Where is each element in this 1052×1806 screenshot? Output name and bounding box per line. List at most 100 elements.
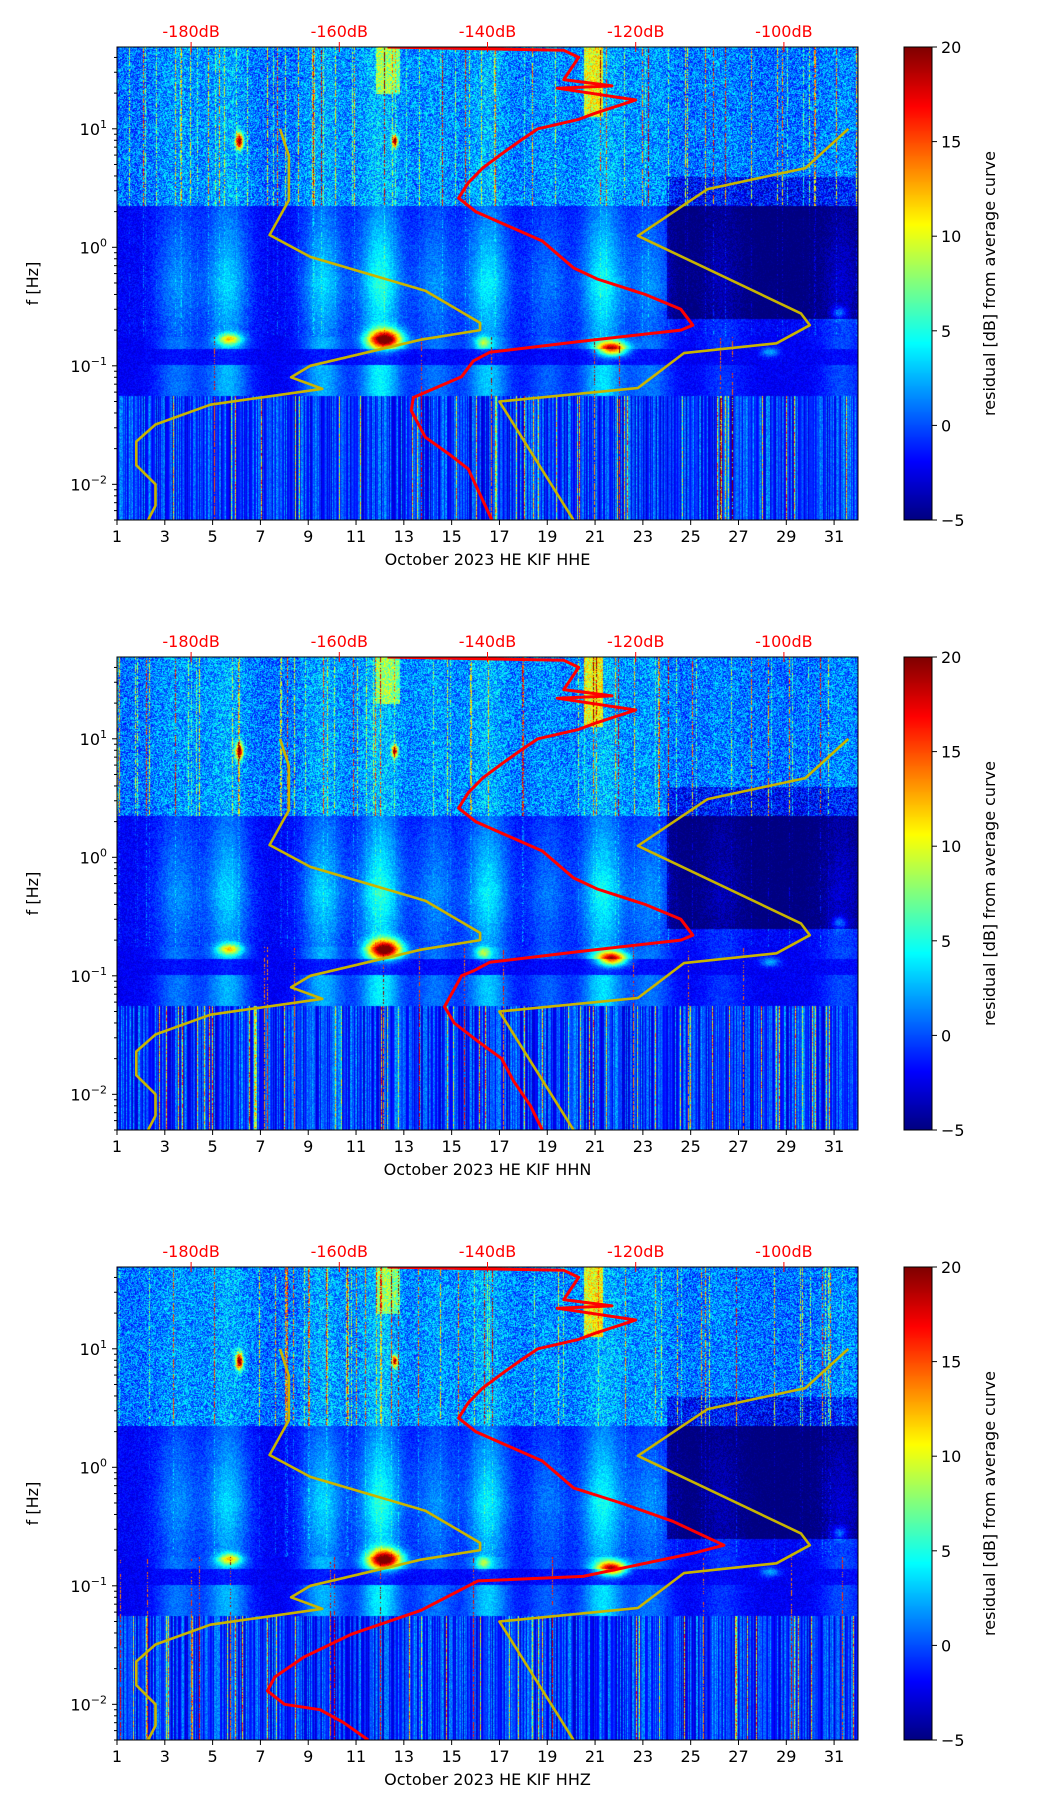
x-tick-label: 25 [680, 1137, 700, 1156]
x-tick-label: 1 [112, 1137, 122, 1156]
y-tick-base: 10 [70, 475, 90, 494]
measured-psd-curve [387, 657, 695, 1130]
y-tick-exponent: −2 [91, 1693, 107, 1706]
colorbar-frame [903, 656, 933, 1131]
top-db-tick-label: -120dB [607, 632, 664, 651]
y-tick-exponent: 1 [100, 728, 107, 741]
top-db-tick-label: -100dB [755, 632, 812, 651]
y-tick-base: 10 [80, 238, 100, 257]
y-axis-label: f [Hz] [23, 1482, 42, 1526]
y-tick-base: 10 [80, 730, 100, 749]
nhnm-curve [498, 127, 850, 520]
x-tick-label: 17 [489, 1137, 509, 1156]
colorbar-tick-label: −5 [941, 511, 965, 530]
x-tick-label: 11 [346, 1137, 366, 1156]
curves [135, 47, 850, 520]
y-tick-label: 10−2 [70, 1693, 107, 1714]
x-tick-label: 7 [255, 527, 265, 546]
y-tick-base: 10 [80, 1458, 100, 1477]
x-tick-label: 7 [255, 1747, 265, 1766]
colorbar-tick-label: 0 [941, 1636, 951, 1655]
y-tick-exponent: 0 [100, 236, 107, 249]
y-tick-base: 10 [70, 967, 90, 986]
y-tick-label: 100 [80, 236, 107, 257]
x-tick-label: 23 [633, 527, 653, 546]
y-axis-label: f [Hz] [23, 872, 42, 916]
x-tick-label: 27 [728, 1137, 748, 1156]
colorbar-tick-label: 15 [941, 133, 961, 152]
x-axis-label: October 2023 HE KIF HHE [385, 550, 591, 569]
x-tick-label: 9 [303, 1747, 313, 1766]
x-tick-label: 23 [633, 1747, 653, 1766]
y-tick-base: 10 [70, 1577, 90, 1596]
y-tick-exponent: −2 [91, 1083, 107, 1096]
top-db-tick-label: -160dB [311, 1242, 368, 1261]
top-db-tick-label: -140dB [459, 22, 516, 41]
colorbar-hhz [904, 1267, 932, 1740]
x-tick-label: 19 [537, 1137, 557, 1156]
x-axis-label: October 2023 HE KIF HHN [384, 1160, 592, 1179]
colorbar-tick-label: 0 [941, 416, 951, 435]
colorbar-tick-label: −5 [941, 1121, 965, 1140]
x-tick-label: 31 [824, 1747, 844, 1766]
y-tick-base: 10 [80, 848, 100, 867]
x-tick-label: 13 [394, 1747, 414, 1766]
y-tick-label: 101 [80, 118, 107, 139]
x-tick-label: 25 [680, 1747, 700, 1766]
colorbar-tick-label: 20 [941, 1258, 961, 1277]
top-db-tick-label: -140dB [459, 1242, 516, 1261]
x-tick-label: 13 [394, 527, 414, 546]
y-tick-base: 10 [70, 1695, 90, 1714]
colorbar-label: residual [dB] from average curve [980, 151, 999, 416]
x-tick-label: 21 [585, 1137, 605, 1156]
x-tick-label: 19 [537, 527, 557, 546]
x-tick-label: 25 [680, 527, 700, 546]
spectrogram-hhe [117, 47, 858, 520]
x-tick-label: 17 [489, 527, 509, 546]
curves [135, 657, 850, 1130]
y-tick-base: 10 [70, 1085, 90, 1104]
top-db-tick-label: -100dB [755, 22, 812, 41]
x-tick-label: 29 [776, 527, 796, 546]
y-tick-exponent: −1 [91, 355, 107, 368]
top-db-tick-label: -100dB [755, 1242, 812, 1261]
plot-frame [116, 656, 859, 1131]
y-tick-exponent: −2 [91, 473, 107, 486]
x-tick-label: 21 [585, 1747, 605, 1766]
colorbar-tick-label: −5 [941, 1731, 965, 1750]
x-tick-label: 11 [346, 527, 366, 546]
top-db-tick-label: -160dB [311, 22, 368, 41]
y-tick-label: 101 [80, 1338, 107, 1359]
x-tick-label: 3 [160, 1747, 170, 1766]
top-db-tick-label: -180dB [162, 632, 219, 651]
y-tick-label: 10−2 [70, 473, 107, 494]
measured-psd-curve [387, 47, 695, 520]
y-tick-base: 10 [80, 1340, 100, 1359]
x-tick-label: 21 [585, 527, 605, 546]
y-tick-exponent: −1 [91, 965, 107, 978]
x-tick-label: 27 [728, 1747, 748, 1766]
y-tick-label: 100 [80, 1456, 107, 1477]
colorbar-tick-label: 15 [941, 1353, 961, 1372]
y-tick-label: 10−1 [70, 1575, 107, 1596]
colorbar-hhe [904, 47, 932, 520]
colorbar-tick-label: 0 [941, 1026, 951, 1045]
y-tick-exponent: 1 [100, 118, 107, 131]
x-tick-label: 13 [394, 1137, 414, 1156]
plot-frame [116, 1266, 859, 1741]
plot-frame [116, 46, 859, 521]
colorbar-tick-label: 5 [941, 1542, 951, 1561]
colorbar-tick-label: 5 [941, 322, 951, 341]
top-db-tick-label: -180dB [162, 1242, 219, 1261]
x-tick-label: 15 [441, 527, 461, 546]
colorbar-label: residual [dB] from average curve [980, 1371, 999, 1636]
x-tick-label: 5 [208, 1747, 218, 1766]
x-tick-label: 23 [633, 1137, 653, 1156]
y-tick-exponent: 1 [100, 1338, 107, 1351]
spectrogram-hhn [117, 657, 858, 1130]
y-tick-exponent: −1 [91, 1575, 107, 1588]
y-tick-label: 10−1 [70, 965, 107, 986]
